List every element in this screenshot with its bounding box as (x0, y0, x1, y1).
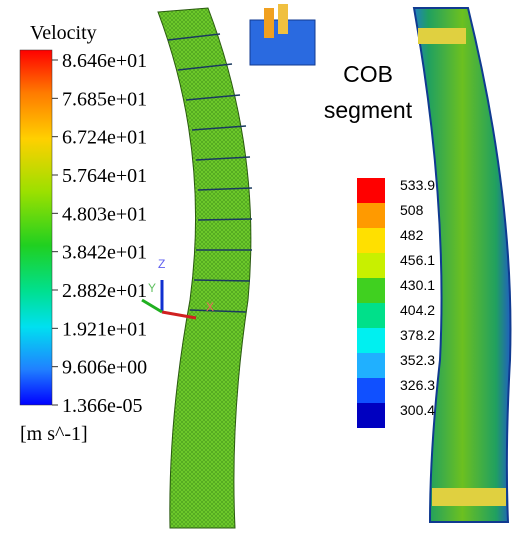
figure: Velocity 8.646e+01 7.685e+01 6.724e+01 5.76… (0, 0, 525, 533)
legend-label: 3.842e+01 (62, 242, 147, 264)
legend-swatch (357, 378, 385, 403)
end-cap (432, 488, 506, 506)
legend-title: Velocity (30, 22, 97, 44)
legend-label: 430.1 (400, 277, 435, 293)
legend-swatch (357, 353, 385, 378)
legend-label: 352.3 (400, 352, 435, 368)
legend-label: 482 (400, 227, 424, 243)
legend-swatch (357, 278, 385, 303)
legend-label: 1.921e+01 (62, 318, 147, 340)
legend-label: 1.366e-05 (62, 395, 143, 417)
legend-label: 378.2 (400, 327, 435, 343)
legend-swatch (357, 328, 385, 353)
legend-swatch (357, 178, 385, 203)
axis-label: X (206, 300, 214, 314)
legend-label: 326.3 (400, 377, 435, 393)
label: COB (343, 61, 393, 87)
legend-swatch (357, 303, 385, 328)
legend-swatch (357, 253, 385, 278)
legend-swatch (357, 203, 385, 228)
legend-label: 8.646e+01 (62, 50, 147, 72)
legend-label: 533.9 (400, 177, 435, 193)
end-cap (418, 28, 466, 44)
legend-label: 5.764e+01 (62, 165, 147, 187)
legend-swatch (357, 403, 385, 428)
legend-label: 4.803e+01 (62, 203, 147, 225)
pipe (264, 8, 274, 38)
legend-swatch (357, 228, 385, 253)
legend-label: 300.4 (400, 402, 435, 418)
legend-label: 7.685e+01 (62, 88, 147, 110)
legend-unit: [m s^-1] (20, 423, 88, 445)
legend-label: 6.724e+01 (62, 127, 147, 149)
legend-label: 456.1 (400, 252, 435, 268)
axis-label: Z (158, 257, 165, 271)
pipe (278, 4, 288, 34)
label: segment (324, 97, 413, 123)
legend-label: 2.882e+01 (62, 280, 147, 302)
legend-label: 404.2 (400, 302, 435, 318)
beam (158, 8, 251, 528)
colorbar (20, 50, 52, 405)
y-axis (142, 300, 162, 312)
legend-label: 9.606e+00 (62, 357, 147, 379)
axis-label: Y (148, 281, 156, 295)
legend-label: 508 (400, 202, 424, 218)
